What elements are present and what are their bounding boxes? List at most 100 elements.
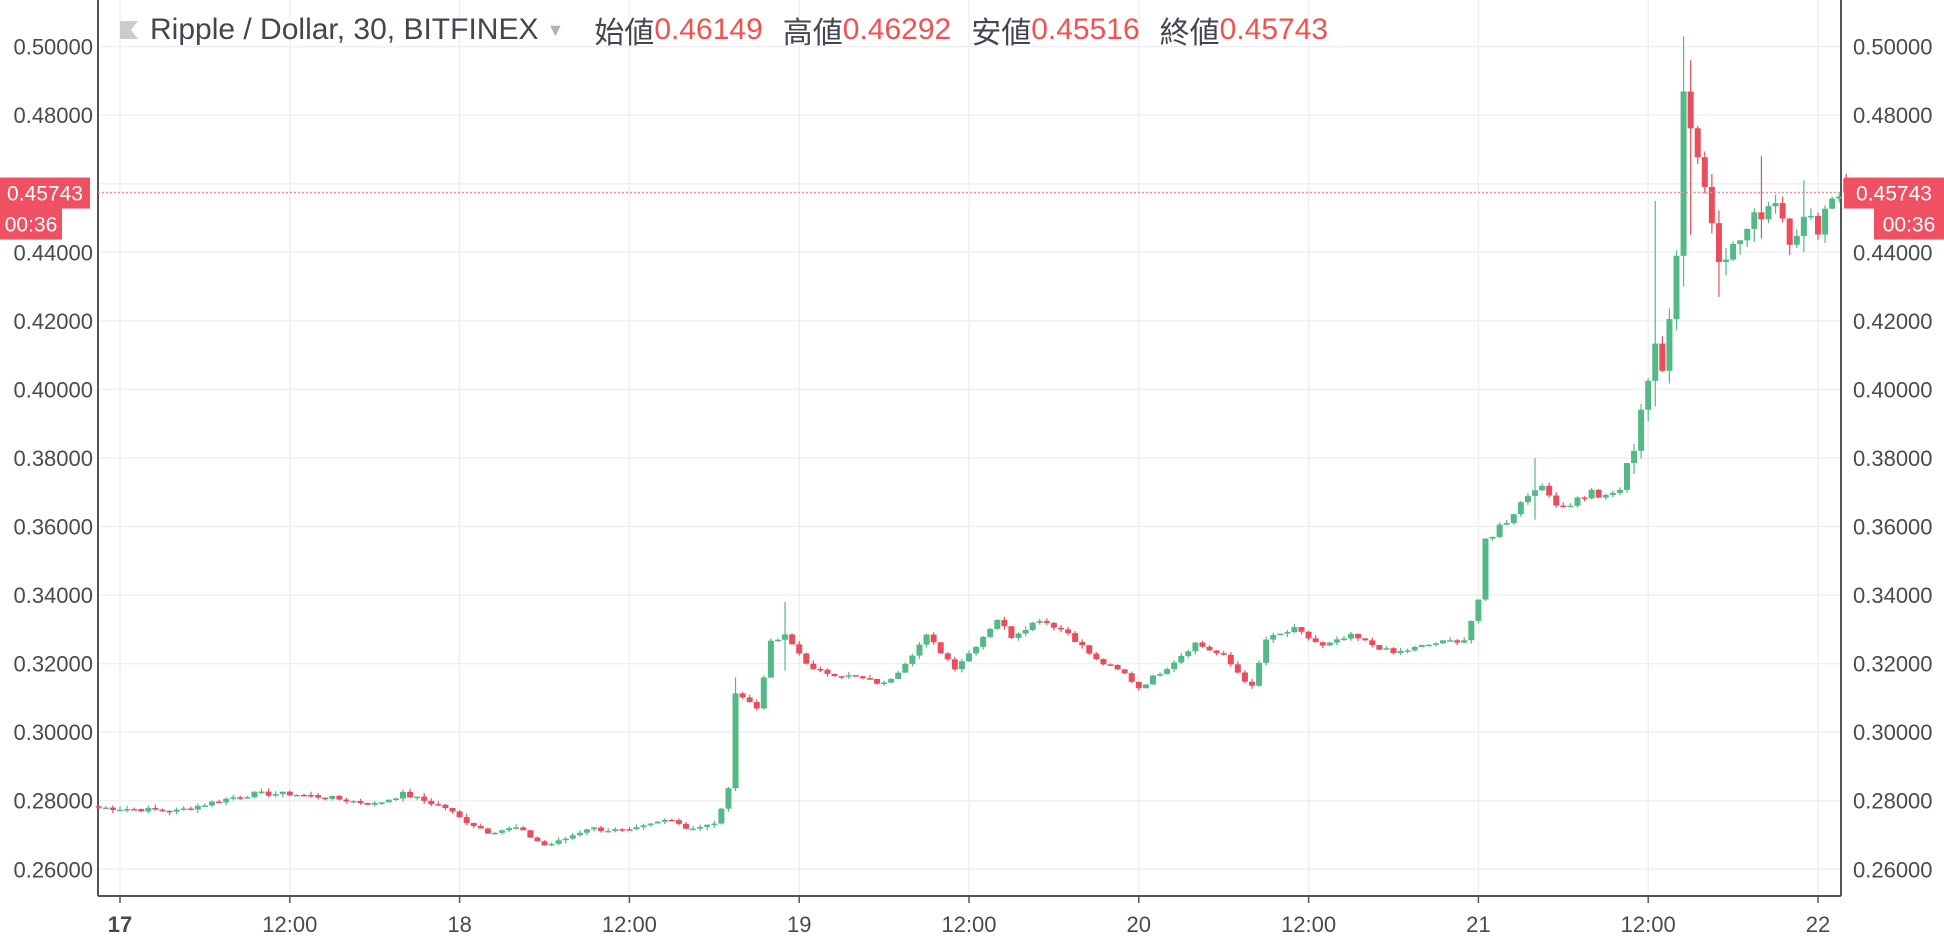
candle xyxy=(216,799,223,804)
candle xyxy=(1128,671,1135,684)
candle-body xyxy=(1234,664,1241,673)
candle-body xyxy=(1751,212,1758,229)
candle xyxy=(1546,482,1553,498)
candle xyxy=(1418,644,1425,648)
candle xyxy=(1432,642,1439,647)
time-axis[interactable]: 17 12:00 18 12:00 19 12:00 20 12:00 21 12:00 22 xyxy=(108,896,1830,937)
candle xyxy=(583,828,590,836)
candle-body xyxy=(973,646,980,654)
candle-body xyxy=(1461,640,1468,643)
candle-body xyxy=(1015,633,1022,638)
candle-body xyxy=(1687,91,1694,129)
candle xyxy=(951,656,958,672)
candle-body xyxy=(244,797,251,799)
candle-body xyxy=(1510,514,1517,524)
candle xyxy=(138,808,145,812)
candle-body xyxy=(343,799,350,802)
candle xyxy=(1751,208,1758,242)
candle xyxy=(1489,536,1496,541)
candle-body xyxy=(1029,622,1036,631)
candle xyxy=(647,823,654,827)
candle-body xyxy=(902,663,909,673)
candle xyxy=(102,805,109,810)
candle-body xyxy=(1418,645,1425,647)
candle xyxy=(1114,664,1121,670)
y-tick-label-right: 0.36000 xyxy=(1853,514,1933,539)
candle xyxy=(874,678,881,685)
candle-body xyxy=(1305,631,1312,639)
candle xyxy=(1036,618,1043,625)
candle xyxy=(265,788,272,798)
candle xyxy=(626,826,633,831)
y-tick-label-right: 0.44000 xyxy=(1853,240,1933,265)
y-tick-label-left: 0.44000 xyxy=(13,240,93,265)
candle-body xyxy=(131,809,138,811)
candle xyxy=(201,803,208,808)
candle-body xyxy=(1432,643,1439,645)
caret-down-icon[interactable]: ▼ xyxy=(546,19,565,40)
candle-body xyxy=(1489,536,1496,539)
candle-body xyxy=(1694,128,1701,158)
candle-body xyxy=(683,823,689,829)
candle-body xyxy=(1171,662,1178,670)
candle-body xyxy=(576,832,583,836)
candle-body xyxy=(1701,157,1708,187)
candle-body xyxy=(541,841,548,846)
candle-body xyxy=(173,809,180,812)
candle-body xyxy=(1121,669,1128,674)
candle xyxy=(378,802,385,805)
candle xyxy=(718,807,725,825)
y-tick-label-right: 0.30000 xyxy=(1853,720,1933,745)
candle xyxy=(1050,621,1057,631)
candle xyxy=(109,805,116,814)
candle-body xyxy=(230,797,237,799)
candle-body xyxy=(470,823,477,827)
candle xyxy=(1157,672,1164,677)
candle-body xyxy=(1744,228,1751,241)
candle-body xyxy=(350,800,357,803)
candle xyxy=(1758,156,1765,239)
candle xyxy=(1121,668,1128,675)
candle xyxy=(1057,625,1064,633)
candle xyxy=(923,633,930,648)
candle-body xyxy=(1362,638,1369,641)
candle xyxy=(987,627,994,639)
x-tick-label: 22 xyxy=(1806,912,1830,937)
flag-icon[interactable] xyxy=(118,19,140,41)
candle-body xyxy=(619,829,626,831)
candle-body xyxy=(1022,630,1029,634)
candle-body xyxy=(1447,640,1454,642)
candle xyxy=(180,806,187,811)
candle xyxy=(428,798,435,807)
candle-body xyxy=(1093,653,1100,660)
candle-body xyxy=(1715,223,1722,262)
candle-body xyxy=(852,675,859,677)
candle xyxy=(1737,240,1744,255)
candle-body xyxy=(824,669,831,674)
candle-body xyxy=(1524,495,1531,503)
y-tick-label-left: 0.34000 xyxy=(13,583,93,608)
candle xyxy=(683,821,689,829)
candle xyxy=(591,826,598,832)
candle xyxy=(491,831,498,835)
candle xyxy=(1800,180,1807,253)
timer-tag-left xyxy=(0,208,62,240)
candle xyxy=(1793,229,1800,249)
candle-body xyxy=(1249,681,1255,686)
x-tick-label: 12:00 xyxy=(1281,912,1336,937)
candle xyxy=(1581,496,1588,502)
candle-body xyxy=(1050,622,1057,628)
candle-body xyxy=(987,628,994,637)
candle-body xyxy=(1602,494,1609,498)
candle-body xyxy=(477,826,484,829)
candle-body xyxy=(1263,639,1270,663)
candle-body xyxy=(491,832,498,835)
candle xyxy=(1659,336,1666,373)
candle xyxy=(803,652,810,665)
symbol-title[interactable]: Ripple / Dollar, 30, BITFINEX xyxy=(150,13,539,46)
candle xyxy=(534,836,541,842)
candle xyxy=(760,675,767,710)
price-axis[interactable]: 0.26000 0.26000 0.28000 0.28000 0.30000 0.300… xyxy=(13,35,1932,883)
candle-body xyxy=(1623,463,1630,490)
